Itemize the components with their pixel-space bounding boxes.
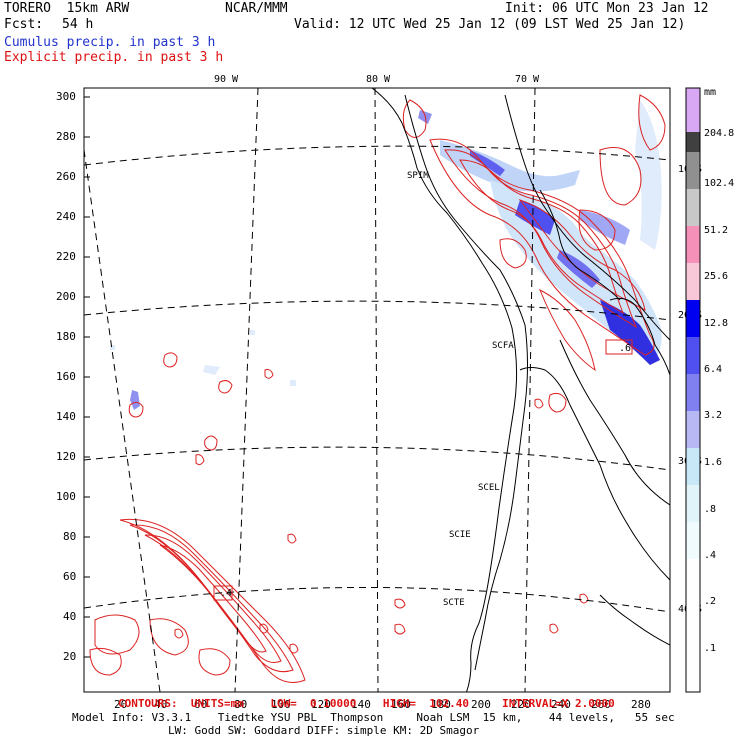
cumulus-legend: Cumulus precip. in past 3 h <box>4 35 216 50</box>
x-tick-label: 100 <box>271 698 291 711</box>
colorbar-level: 102.4 <box>704 178 734 189</box>
x-tick-label: 240 <box>551 698 571 711</box>
y-tick-label: 40 <box>63 610 76 623</box>
forecast-label: Fcst: <box>4 17 44 32</box>
y-tick-label: 60 <box>63 570 76 583</box>
model-title: TORERO 15km ARW <box>4 1 130 16</box>
center-label: NCAR/MMM <box>225 1 288 16</box>
box-label: .4 <box>220 588 232 599</box>
physics-info: LW: Godd SW: Goddard DIFF: simple KM: 2D… <box>168 724 480 737</box>
x-tick-label: 120 <box>311 698 331 711</box>
colorbar-bin <box>686 88 700 132</box>
colorbar-level: 25.6 <box>704 271 728 282</box>
init-time: Init: 06 UTC Mon 23 Jan 12 <box>505 1 709 16</box>
y-tick-label: 260 <box>56 170 76 183</box>
lat-lon-grid <box>84 88 670 692</box>
station-label: SCTE <box>443 598 465 608</box>
y-tick-label: 20 <box>63 650 76 663</box>
colorbar-bin <box>686 448 700 485</box>
colorbar-bin <box>686 411 700 448</box>
colorbar-bin <box>686 559 700 692</box>
colorbar-level: 51.2 <box>704 225 728 236</box>
x-tick-label: 40 <box>154 698 167 711</box>
colorbar-unit: mm <box>704 87 716 98</box>
lon-label: 80 W <box>366 74 391 85</box>
colorbar-bin <box>686 522 700 559</box>
y-tick-label: 180 <box>56 330 76 343</box>
colorbar-bin <box>686 152 700 189</box>
model-info: Model Info: V3.3.1 Tiedtke YSU PBL Thomp… <box>72 711 675 724</box>
x-axis: 20 40 60 80 100 120 140 160 180 200 220 … <box>114 698 651 711</box>
x-tick-label: 200 <box>471 698 491 711</box>
x-tick-label: 80 <box>234 698 247 711</box>
x-tick-label: 140 <box>351 698 371 711</box>
y-tick-label: 220 <box>56 250 76 263</box>
x-tick-label: 160 <box>391 698 411 711</box>
colorbar-bin <box>686 374 700 411</box>
colorbar-bin <box>686 263 700 300</box>
colorbar-level: .8 <box>704 504 716 515</box>
colorbar-bin <box>686 337 700 374</box>
colorbar-bin <box>686 132 700 152</box>
x-tick-label: 220 <box>511 698 531 711</box>
y-tick-label: 200 <box>56 290 76 303</box>
colorbar-bin <box>686 189 700 226</box>
y-tick-label: 160 <box>56 370 76 383</box>
colorbar-level: 6.4 <box>704 364 722 375</box>
coastline <box>371 88 670 692</box>
station-markers: SPIM SCFA SCEL SCIE SCTE <box>407 171 514 608</box>
contour-info: CONTOURS: UNITS=mm LOW= 0.10000 HIGH= 10… <box>118 697 615 710</box>
colorbar-bin <box>686 226 700 263</box>
colorbar-level: .1 <box>704 643 716 654</box>
station-label: SPIM <box>407 171 429 181</box>
x-tick-label: 260 <box>591 698 611 711</box>
y-tick-label: 240 <box>56 210 76 223</box>
explicit-legend: Explicit precip. in past 3 h <box>4 50 224 65</box>
plot-frame <box>83 87 671 693</box>
colorbar-bin <box>686 300 700 337</box>
x-tick-label: 280 <box>631 698 651 711</box>
station-label: SCIE <box>449 530 471 540</box>
lon-label: 90 W <box>214 74 239 85</box>
colorbar-level: 204.8 <box>704 128 734 139</box>
y-tick-label: 80 <box>63 530 76 543</box>
longitude-labels: 90 W 80 W 70 W <box>214 74 540 85</box>
valid-time: Valid: 12 UTC Wed 25 Jan 12 (09 LST Wed … <box>294 17 686 32</box>
x-tick-label: 20 <box>114 698 127 711</box>
colorbar-level: 12.8 <box>704 318 728 329</box>
region-boxes <box>213 339 633 601</box>
y-tick-label: 100 <box>56 490 76 503</box>
colorbar: mm 204.8 102.4 51.2 25.6 12.8 6.4 3.2 1.… <box>685 87 734 693</box>
y-axis: 300 280 260 240 220 200 180 160 140 120 … <box>56 90 90 663</box>
explicit-precip-contours <box>89 94 666 683</box>
x-tick-label: 60 <box>194 698 207 711</box>
station-label: SCEL <box>478 483 500 493</box>
x-tick-label: 180 <box>431 698 451 711</box>
colorbar-level: .2 <box>704 596 716 607</box>
y-tick-label: 300 <box>56 90 76 103</box>
lon-label: 70 W <box>515 74 540 85</box>
colorbar-level: 3.2 <box>704 410 722 421</box>
colorbar-level: 1.6 <box>704 457 722 468</box>
y-tick-label: 120 <box>56 450 76 463</box>
box-label: .6 <box>619 343 631 354</box>
colorbar-level: .4 <box>704 550 716 561</box>
forecast-hours: 54 h <box>62 17 94 32</box>
y-tick-label: 280 <box>56 130 76 143</box>
colorbar-bin <box>686 485 700 522</box>
station-label: SCFA <box>492 341 514 351</box>
y-tick-label: 140 <box>56 410 76 423</box>
